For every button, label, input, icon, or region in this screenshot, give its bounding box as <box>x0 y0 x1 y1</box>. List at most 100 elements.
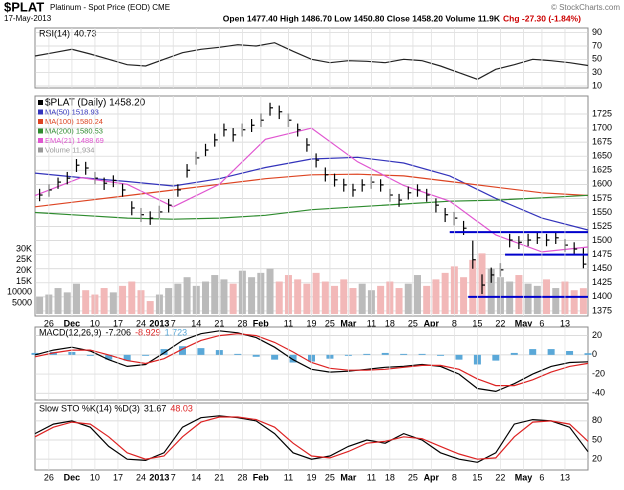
histogram-bar <box>455 354 463 360</box>
x-tick-label: 13 <box>560 318 570 328</box>
x-tick-label: Apr <box>424 318 440 328</box>
y-tick-label: 1675 <box>592 137 612 147</box>
y-tick-label: 70 <box>592 40 602 50</box>
legend-label: $PLAT (Daily) 1458.20 <box>45 98 146 109</box>
histogram-bar <box>418 353 426 355</box>
x-tick-label: 8 <box>452 318 457 328</box>
y-tick-label: 1500 <box>592 235 612 245</box>
volume-bar <box>248 277 256 315</box>
legend-swatch <box>38 100 43 105</box>
x-tick-label: 21 <box>214 472 224 482</box>
volume-bar <box>54 288 62 315</box>
volume-bar <box>533 285 541 315</box>
y-tick-label: 1600 <box>592 179 612 189</box>
x-tick-label: 22 <box>495 318 505 328</box>
volume-bar <box>36 296 44 315</box>
y2-tick-label: 10000 <box>7 287 32 297</box>
histogram-bar <box>271 354 279 360</box>
volume-bar <box>72 283 80 315</box>
x-tick-label: Dec <box>64 318 81 328</box>
x-tick-label: 21 <box>214 318 224 328</box>
y-tick-label: 1525 <box>592 221 612 231</box>
y-tick-label: 80 <box>592 415 602 425</box>
y2-tick-label: 20K <box>16 265 32 275</box>
volume-bar <box>377 285 385 315</box>
panel-title: Slow STO %K(14) %D(3) <box>39 403 140 413</box>
volume-bar <box>82 290 90 315</box>
volume-bar <box>570 290 578 315</box>
histogram-bar <box>86 354 94 356</box>
volume-bar <box>395 288 403 315</box>
histogram-bar <box>400 353 408 355</box>
x-tick-label: 17 <box>113 472 123 482</box>
x-tick-label: 11 <box>284 318 293 328</box>
histogram-bar <box>142 354 150 356</box>
volume-bar <box>413 275 421 315</box>
y-tick-label: 1650 <box>592 151 612 161</box>
volume-bar <box>202 281 210 315</box>
volume-bar <box>487 268 495 315</box>
volume-bar <box>119 285 127 315</box>
x-tick-label: 14 <box>191 472 201 482</box>
histogram-bar <box>381 352 389 355</box>
histogram-bar <box>510 352 518 355</box>
y-tick-label: 20 <box>592 454 602 464</box>
x-tick-label: 11 <box>367 472 376 482</box>
volume-bar <box>349 288 357 315</box>
y2-tick-label: 30K <box>16 243 32 253</box>
x-tick-label: May <box>515 318 533 328</box>
x-tick-label: 24 <box>136 472 146 482</box>
y-tick-label: 1550 <box>592 207 612 217</box>
histogram-bar <box>123 354 131 361</box>
legend-swatch <box>38 138 43 143</box>
volume-bar <box>340 279 348 315</box>
volume-bar <box>515 275 523 315</box>
x-tick-label: 28 <box>237 472 247 482</box>
symbol: $PLAT <box>4 0 44 14</box>
legend-swatch <box>38 119 43 124</box>
volume-bar <box>303 283 311 315</box>
copyright: © StockCharts.com <box>551 3 620 12</box>
line-series <box>34 415 589 463</box>
histogram-bar <box>492 354 500 361</box>
y-tick-label: 0 <box>592 349 597 359</box>
x-tick-label: 28 <box>237 318 247 328</box>
legend-label: Volume 11,934 <box>45 145 94 154</box>
x-tick-label: 11 <box>284 472 293 482</box>
y-tick-label: 90 <box>592 27 602 37</box>
volume-bar <box>469 259 477 315</box>
panel-title: RSI(14) <box>39 28 70 38</box>
y-tick-label: 50 <box>592 434 602 444</box>
volume-bar <box>146 301 154 315</box>
legend-value: 31.67 <box>144 403 167 413</box>
x-tick-label: 11 <box>367 318 376 328</box>
x-tick-label: 19 <box>306 318 316 328</box>
y-tick-label: 1575 <box>592 193 612 203</box>
volume-bar <box>220 279 228 315</box>
x-tick-label: 22 <box>495 472 505 482</box>
y-tick-label: 1700 <box>592 122 612 132</box>
y-tick-label: 20 <box>592 330 602 340</box>
x-tick-label: 2013 <box>149 472 169 482</box>
histogram-bar <box>529 349 537 355</box>
description: Platinum - Spot Price (EOD) CME <box>50 3 170 12</box>
y-tick-label: 1475 <box>592 249 612 259</box>
histogram-bar <box>160 349 168 355</box>
x-tick-label: 26 <box>44 472 54 482</box>
volume-bar <box>312 272 320 315</box>
x-tick-label: Feb <box>253 318 270 328</box>
volume-bar <box>174 283 182 315</box>
histogram-bar <box>197 348 205 355</box>
histogram-bar <box>31 352 39 355</box>
y-tick-label: 1425 <box>592 277 612 287</box>
legend-swatch <box>38 109 43 115</box>
y-tick-label: 1400 <box>592 291 612 301</box>
line-series <box>34 416 589 460</box>
legend-swatch <box>38 147 43 153</box>
x-tick-label: 18 <box>385 472 395 482</box>
x-tick-label: 6 <box>539 472 544 482</box>
legend-swatch <box>38 128 43 134</box>
histogram-bar <box>105 354 113 360</box>
x-tick-label: 25 <box>408 318 418 328</box>
